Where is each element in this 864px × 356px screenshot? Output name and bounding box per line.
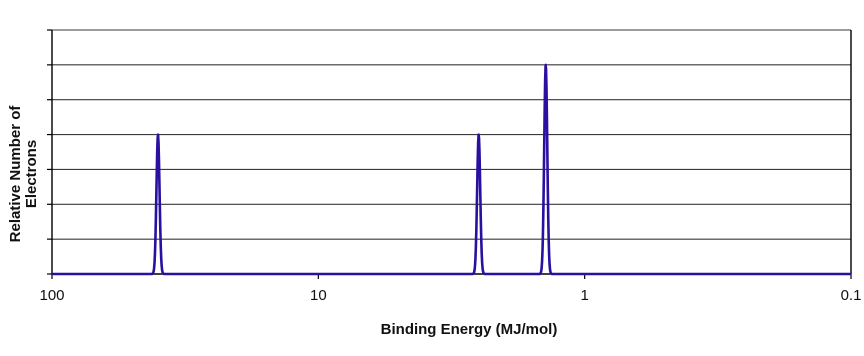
axes <box>47 29 852 279</box>
x-tick-label-2: 1 <box>580 287 588 304</box>
x-axis-title: Binding Energy (MJ/mol) <box>381 321 558 338</box>
x-tick-labels: 100 10 1 0.1 <box>39 287 861 304</box>
gridlines <box>52 29 851 240</box>
y-axis-title-line-2: Electrons <box>23 140 40 208</box>
x-tick-label-3: 0.1 <box>841 287 862 304</box>
peak-point-2 <box>477 133 480 136</box>
x-tick-label-0: 100 <box>39 287 64 304</box>
peak-point-1 <box>156 133 160 136</box>
spectrum-line <box>51 64 852 276</box>
y-axis-title: Relative Number of Electrons <box>7 105 40 243</box>
peak-point-3 <box>544 63 547 67</box>
y-axis-title-line-1: Relative Number of <box>7 105 24 243</box>
x-tick-label-1: 10 <box>310 287 327 304</box>
series-layer <box>51 63 852 276</box>
